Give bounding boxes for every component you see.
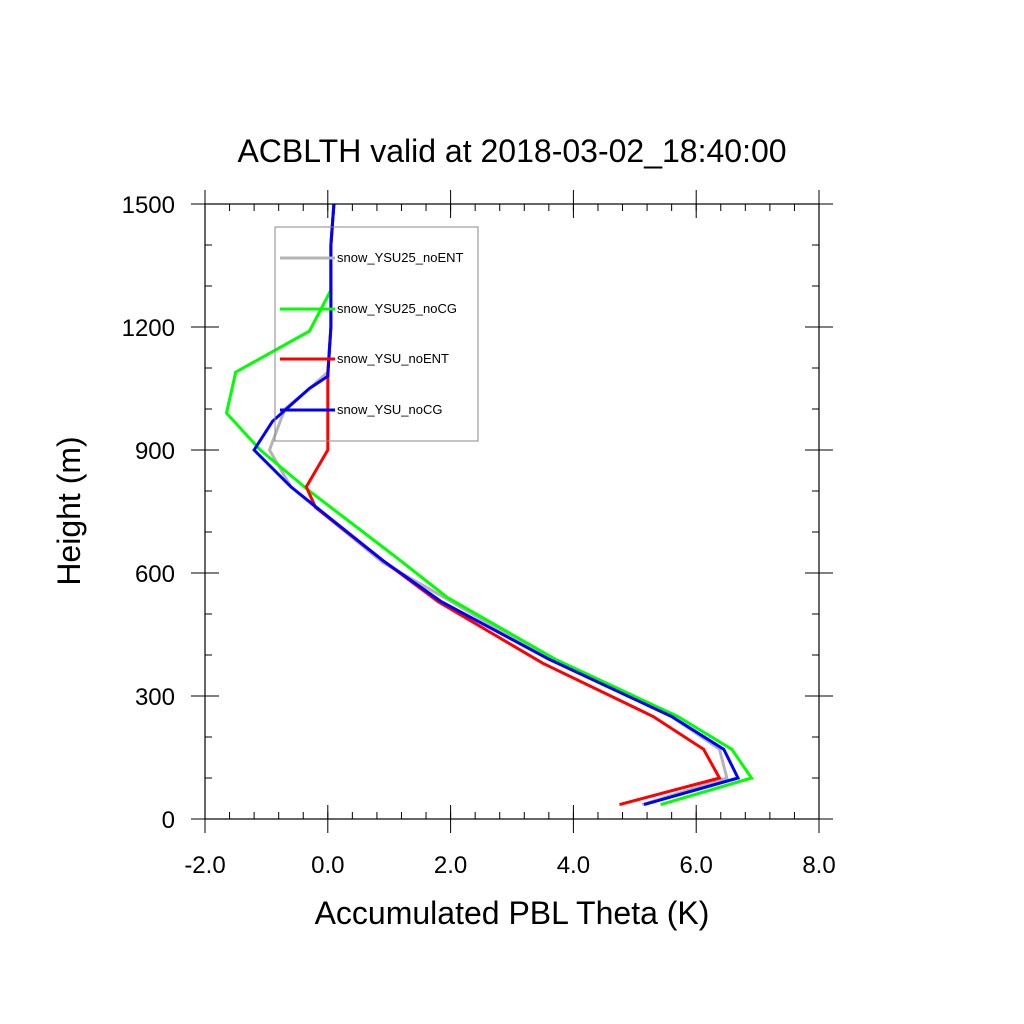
legend-label: snow_YSU25_noCG: [337, 301, 457, 316]
y-tick-label: 300: [135, 684, 175, 711]
y-tick-label: 600: [135, 561, 175, 588]
x-tick-label: 6.0: [680, 852, 713, 879]
x-tick-label: 2.0: [434, 852, 467, 879]
y-tick-label: 900: [135, 438, 175, 465]
series-line-snow-ysu-noent: [304, 203, 722, 807]
axis-ticks: -2.0 0.0 2.0 4.0 6.0 8.0 0 300 600 900 1200 1500: [122, 190, 836, 879]
x-tick-label: -2.0: [184, 852, 225, 879]
x-axis-label: Accumulated PBL Theta (K): [315, 895, 710, 931]
y-tick-label: 1500: [122, 192, 175, 219]
legend-label: snow_YSU25_noENT: [337, 250, 464, 265]
series-line-snow-ysu25-nocg: [224, 203, 754, 807]
legend-label: snow_YSU_noENT: [337, 351, 449, 366]
x-tick-label: 0.0: [311, 852, 344, 879]
x-tick-label: 4.0: [557, 852, 590, 879]
series-line-snow-ysu-nocg: [252, 203, 741, 807]
chart-title: ACBLTH valid at 2018-03-02_18:40:00: [237, 133, 786, 169]
legend-label: snow_YSU_noCG: [337, 402, 443, 417]
legend: snow_YSU25_noENT snow_YSU25_noCG snow_YSU_…: [274, 226, 479, 442]
plot-frame: [204, 203, 820, 820]
y-tick-label: 1200: [122, 315, 175, 342]
series-line-snow-ysu25-noent: [267, 203, 729, 807]
y-axis-label: Height (m): [51, 436, 87, 585]
x-tick-label: 8.0: [802, 852, 835, 879]
legend-box: [274, 226, 479, 442]
plot-area: [224, 203, 754, 807]
y-tick-label: 0: [162, 807, 175, 834]
